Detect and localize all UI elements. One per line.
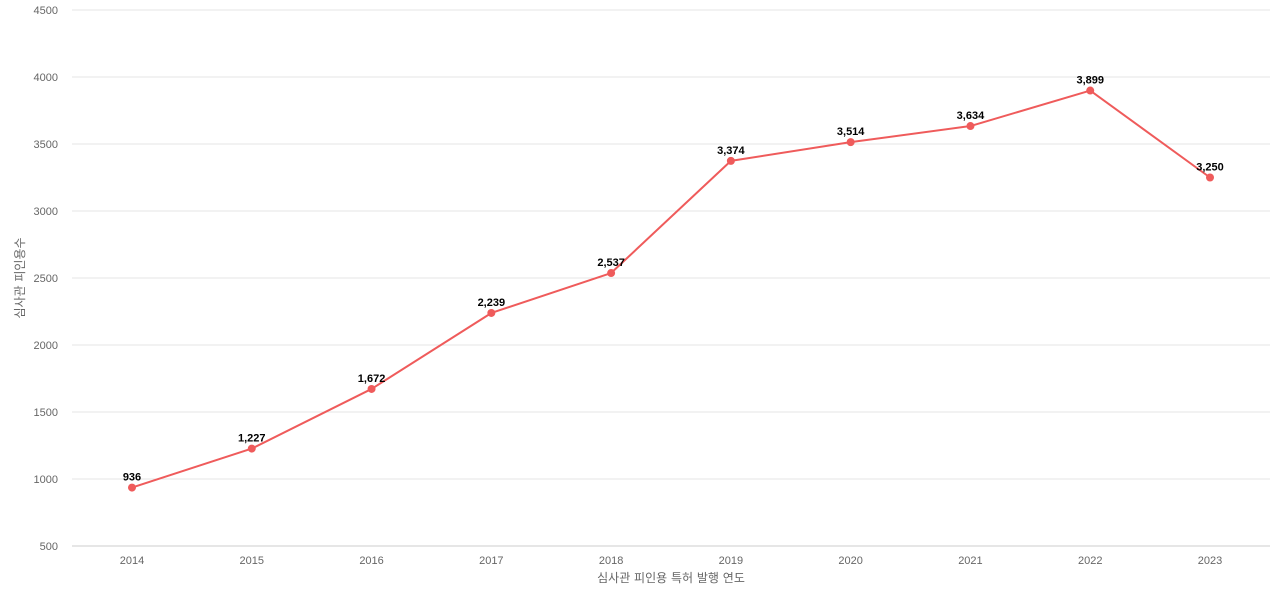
- x-tick-label: 2020: [838, 555, 862, 567]
- y-tick-label: 2000: [34, 340, 58, 352]
- y-axis-title: 심사관 피인용수: [13, 237, 27, 318]
- data-label: 2,537: [597, 257, 625, 269]
- y-tick-label: 4500: [34, 5, 58, 17]
- data-label: 3,514: [837, 126, 865, 138]
- x-tick-label: 2019: [719, 555, 743, 567]
- data-point[interactable]: [846, 138, 855, 147]
- x-tick-label: 2017: [479, 555, 503, 567]
- data-point[interactable]: [128, 483, 136, 492]
- series-layer: [128, 86, 1214, 492]
- y-tick-label: 500: [40, 541, 58, 553]
- x-tick-label: 2022: [1078, 555, 1102, 567]
- data-label: 2,239: [478, 297, 506, 309]
- data-point[interactable]: [726, 156, 735, 165]
- data-label: 936: [123, 472, 141, 484]
- y-tick-label: 3000: [34, 206, 58, 218]
- data-point[interactable]: [247, 444, 256, 453]
- data-label: 3,374: [717, 145, 745, 157]
- data-label: 3,899: [1076, 75, 1104, 87]
- x-tick-label: 2021: [958, 555, 982, 567]
- x-tick-label: 2015: [240, 555, 264, 567]
- data-label: 3,634: [957, 110, 985, 122]
- data-point[interactable]: [1086, 86, 1095, 95]
- y-tick-label: 4000: [34, 72, 58, 84]
- x-tick-label: 2016: [359, 555, 383, 567]
- data-label-layer: 936 1,227 1,672 2,239 2,537 3,374 3,514 3,634 3,…: [123, 75, 1224, 484]
- x-axis: 2014 2015 2016 2017 2018 2019 2020 2021 2022 2023: [120, 555, 1222, 567]
- grid-layer: [72, 9, 1270, 547]
- y-tick-label: 2500: [34, 273, 58, 285]
- x-axis-title: 심사관 피인용 특허 발행 연도: [597, 570, 745, 585]
- series-line: [131, 89, 1211, 489]
- data-point[interactable]: [487, 308, 496, 317]
- y-tick-label: 3500: [34, 139, 58, 151]
- data-label: 1,227: [238, 433, 266, 445]
- y-axis: 500 1000 1500 2000 2500 3000 3500 4000 4500: [34, 5, 58, 553]
- data-point[interactable]: [367, 384, 376, 393]
- y-tick-label: 1500: [34, 407, 58, 419]
- data-label: 3,250: [1196, 162, 1224, 174]
- data-point[interactable]: [966, 122, 975, 131]
- data-label: 1,672: [358, 373, 386, 385]
- x-tick-label: 2014: [120, 555, 144, 567]
- x-tick-label: 2018: [599, 555, 623, 567]
- data-point[interactable]: [1206, 173, 1214, 182]
- y-tick-label: 1000: [34, 474, 58, 486]
- x-tick-label: 2023: [1198, 555, 1222, 567]
- data-point[interactable]: [607, 269, 616, 278]
